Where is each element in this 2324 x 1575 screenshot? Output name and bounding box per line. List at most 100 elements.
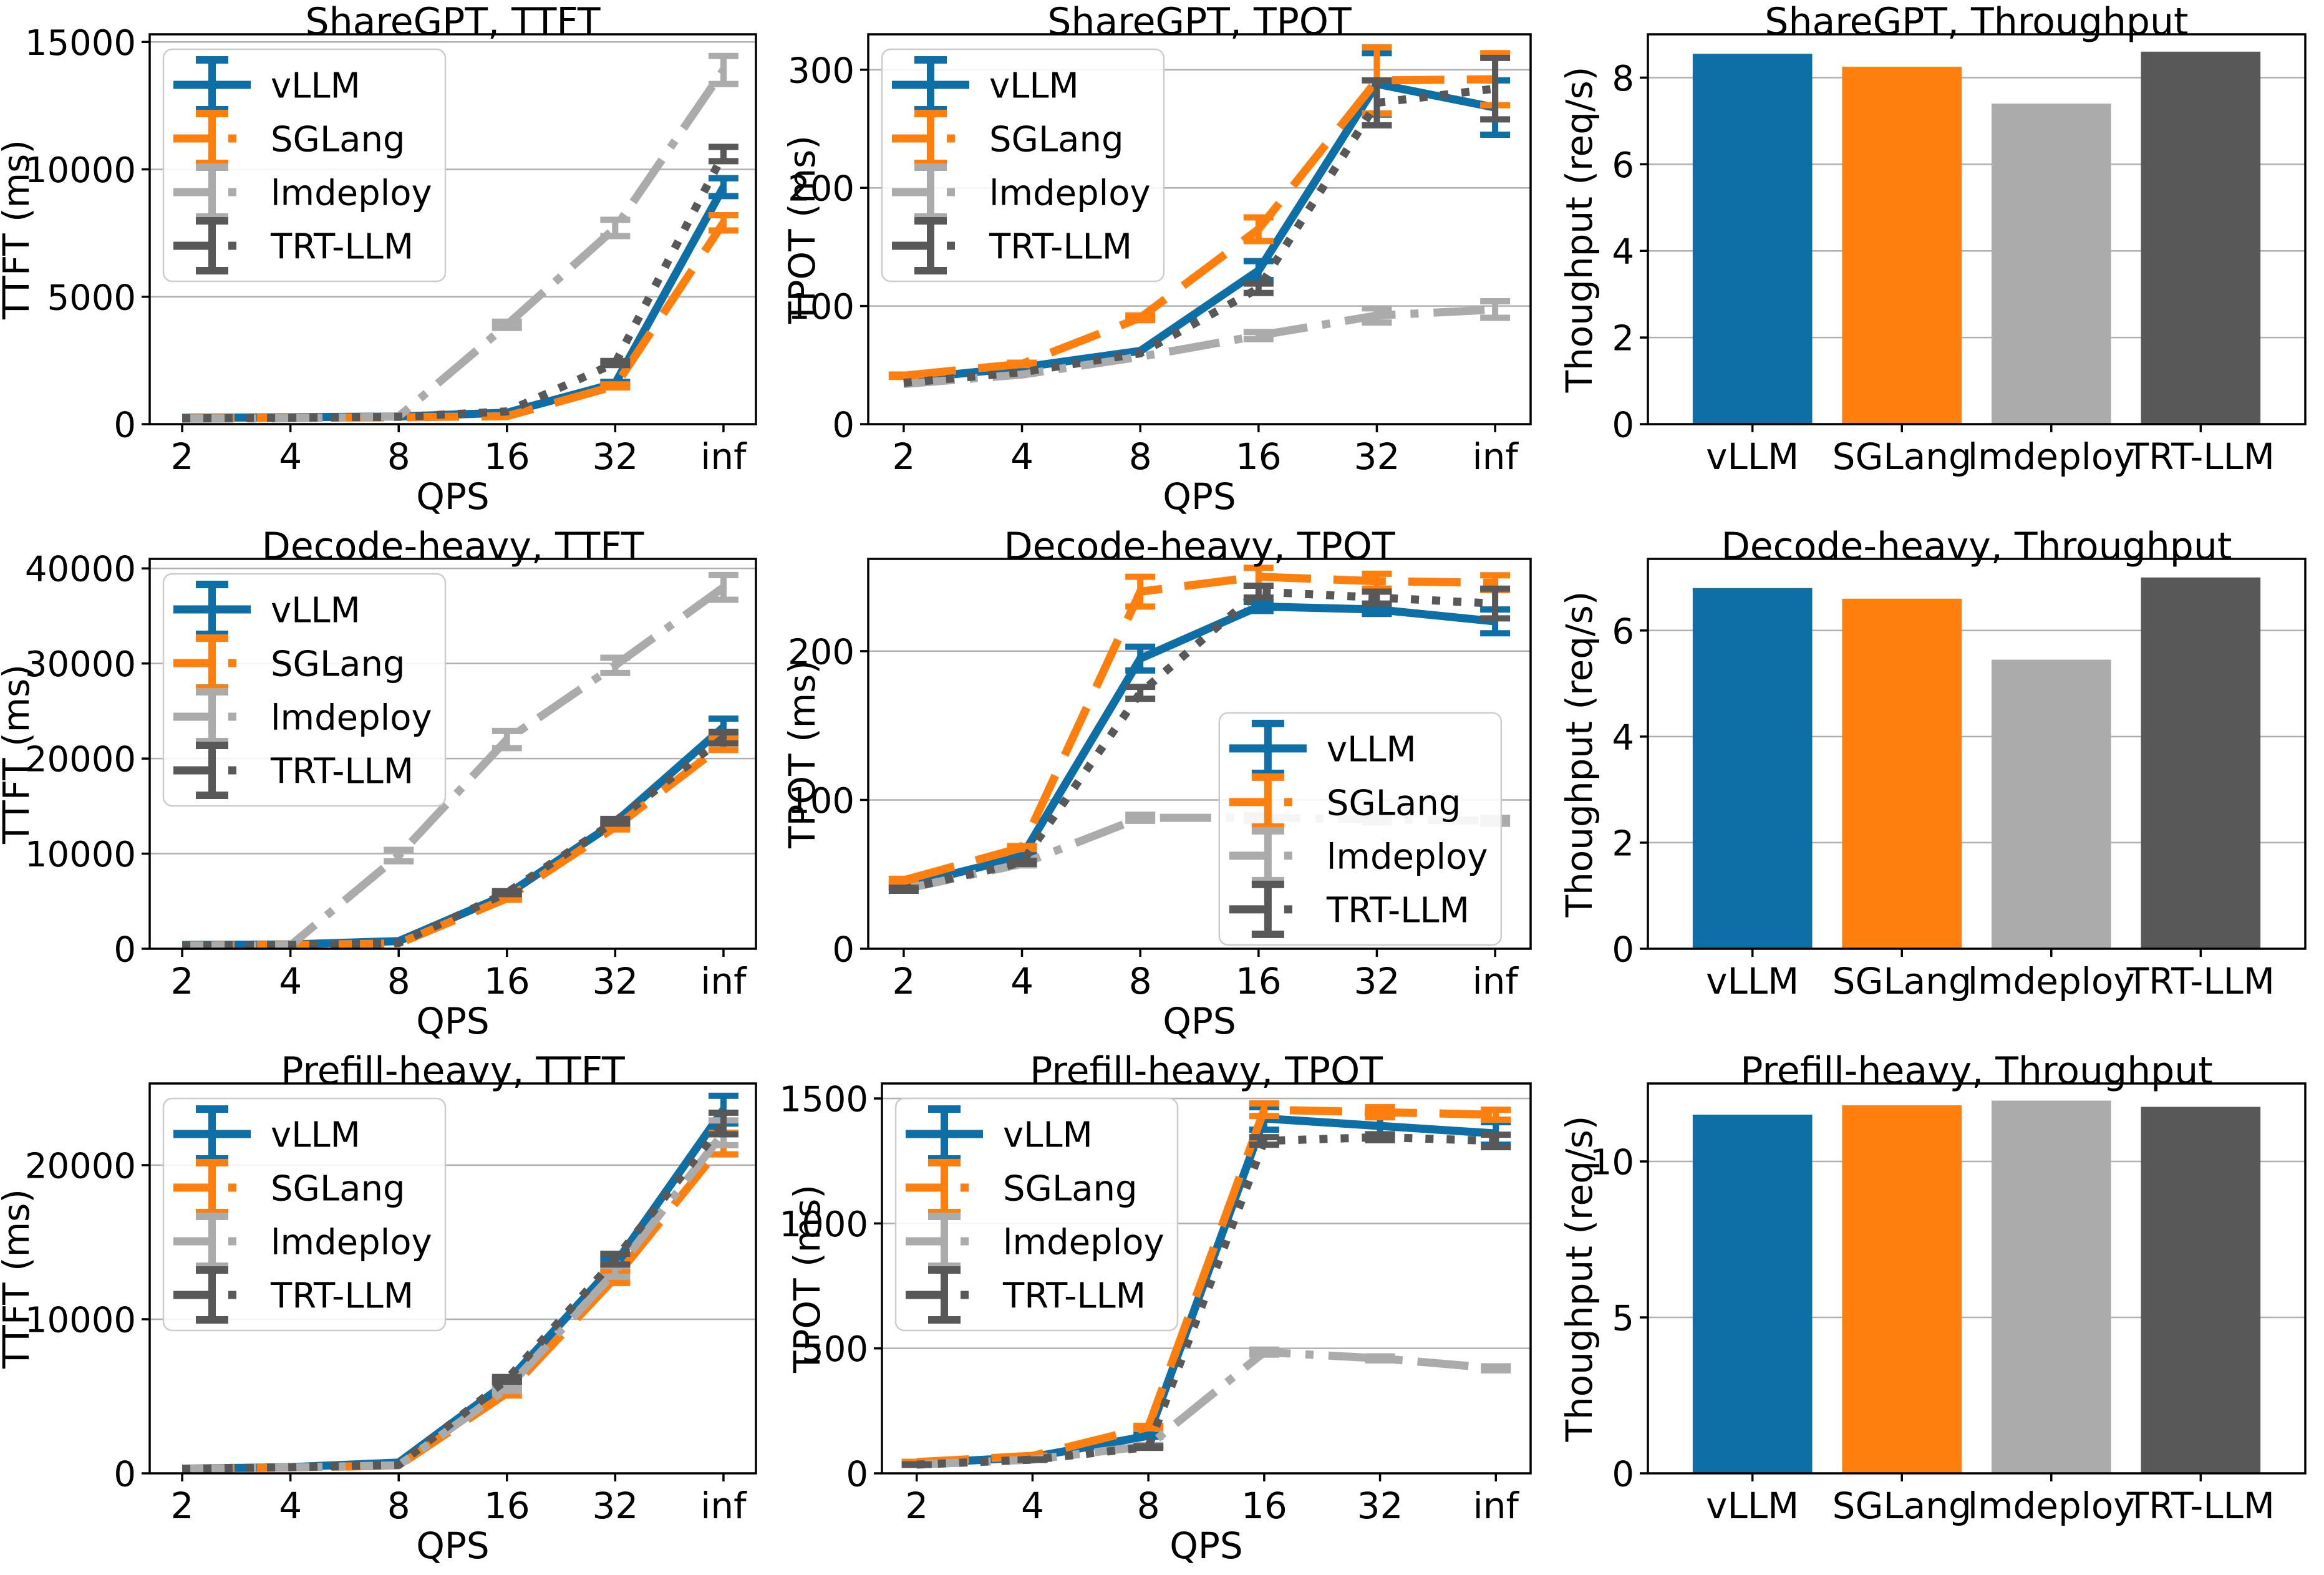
x-tick-label: 16: [1236, 435, 1282, 478]
error-bar-SGLang: [708, 212, 738, 234]
y-tick-label: 20000: [25, 1146, 136, 1186]
x-tick-label: 2: [905, 1485, 928, 1527]
legend-label: vLLM: [271, 591, 361, 631]
plot-canvas: 0 100 200 2 4 8 16 32 inf vLLM SGLang lmdeploy TRT-L…: [788, 558, 1532, 1002]
y-axis-label: Thoughput (req/s): [1558, 66, 1600, 392]
legend-entry-SGLang: SGLang: [892, 110, 1124, 167]
error-bar-SGLang: [1007, 843, 1037, 853]
x-tick-label: TRT-LLM: [2126, 1485, 2275, 1527]
series-line-SGLang: [903, 75, 1496, 380]
x-tick-label: 8: [1137, 1485, 1160, 1527]
error-bar-vLLM: [708, 175, 738, 200]
y-tick-label: 2: [1612, 823, 1634, 864]
legend-label: TRT-LLM: [989, 227, 1132, 268]
error-bar-TRT-LLM: [708, 729, 738, 747]
error-bar-lmdeploy: [1480, 298, 1511, 321]
chart-title: Decode-heavy, TPOT: [1004, 525, 1395, 568]
x-axis-label: QPS: [1163, 475, 1236, 518]
error-bar-SGLang: [600, 381, 631, 391]
x-axis-label: QPS: [416, 1524, 490, 1567]
error-bar-TRT-LLM: [1133, 1443, 1164, 1451]
y-axis-label: TPOT (ms): [781, 659, 823, 848]
y-tick-label: 40000: [25, 550, 136, 590]
legend-entry-vLLM: vLLM: [1229, 719, 1416, 777]
x-tick-label: TRT-LLM: [2126, 960, 2275, 1002]
y-tick-label: 20000: [25, 740, 136, 780]
y-tick-label: 10: [1590, 1143, 1634, 1183]
bar-vLLM: [1692, 1115, 1813, 1473]
x-tick-label: 8: [387, 1485, 410, 1527]
x-axis-label: QPS: [1163, 1000, 1236, 1042]
error-bar-SGLang: [1365, 1104, 1395, 1121]
error-bar-TRT-LLM: [1249, 1134, 1279, 1148]
x-tick-label: 8: [387, 960, 410, 1002]
bar-vLLM: [1692, 588, 1813, 949]
legend-label: vLLM: [271, 1115, 361, 1156]
chart-title: Decode-heavy, TTFT: [261, 525, 644, 568]
x-tick-label: lmdeploy: [1968, 960, 2135, 1002]
error-bar-lmdeploy: [1362, 305, 1392, 326]
error-bar-lmdeploy: [491, 727, 522, 752]
y-tick-label: 0: [114, 930, 136, 971]
axes: 0 500 1000 1500 2 4 8 16 32 inf: [779, 1080, 1532, 1527]
series-group: [888, 44, 1511, 389]
error-bar-lmdeploy: [600, 216, 631, 240]
legend-entry-lmdeploy: lmdeploy: [1229, 826, 1488, 884]
x-tick-label: SGLang: [1833, 960, 1972, 1002]
series-line-SGLang: [903, 573, 1496, 884]
legend-entry-vLLM: vLLM: [906, 1105, 1093, 1163]
subplot-decode-heavy-throughput: 0 2 4 6 vLLM SGLang lmdeploy TRT-LLM Decode-hea…: [1549, 525, 2324, 1049]
x-tick-label: 32: [592, 435, 638, 478]
series-line-TRT-LLM: [182, 152, 727, 423]
error-bar-lmdeploy: [1243, 329, 1274, 342]
subplot-prefill-heavy-throughput: 0 5 10 vLLM SGLang lmdeploy TRT-LLM Prefill-he…: [1549, 1049, 2324, 1574]
y-tick-label: 4: [1612, 232, 1634, 273]
y-axis-label: TTFT (ms): [0, 1188, 37, 1369]
error-bar-SGLang: [1481, 1107, 1511, 1123]
error-bar-TRT-LLM: [1125, 684, 1156, 702]
legend: vLLM SGLang lmdeploy TRT-LLM: [162, 573, 447, 807]
chart-title: Prefill-heavy, TTFT: [281, 1049, 625, 1093]
x-tick-label: 4: [1021, 1485, 1044, 1527]
legend-label: SGLang: [1327, 783, 1461, 823]
y-tick-label: 10000: [25, 150, 136, 191]
x-axis-label: QPS: [1169, 1524, 1243, 1567]
x-tick-label: 32: [1354, 960, 1400, 1002]
x-tick-label: 4: [279, 960, 302, 1002]
error-bar-TRT-LLM: [491, 1374, 522, 1385]
legend-label: SGLang: [271, 120, 405, 160]
legend-label: TRT-LLM: [270, 1276, 414, 1317]
legend: vLLM SGLang lmdeploy TRT-LLM: [162, 48, 447, 283]
error-bar-lmdeploy: [1481, 1363, 1511, 1374]
y-tick-label: 15000: [25, 23, 136, 64]
plot-canvas: 0 10000 20000 30000 40000 2 4 8 16 32 inf vLLM SGLan…: [25, 550, 757, 1002]
y-tick-label: 500: [801, 1329, 868, 1370]
legend-entry-lmdeploy: lmdeploy: [892, 163, 1151, 221]
y-axis-label: TPOT (ms): [781, 135, 823, 324]
plot-canvas: 0 100 200 300 2 4 8 16 32 inf vLLM SGLang lmdeploy TR…: [788, 33, 1532, 478]
x-tick-label: 4: [1010, 435, 1034, 478]
legend-entry-lmdeploy: lmdeploy: [173, 688, 432, 745]
series-group: [182, 1092, 738, 1473]
x-tick-label: 2: [171, 1485, 194, 1527]
y-axis-label: Thoughput (req/s): [1558, 1115, 1600, 1442]
legend-label: lmdeploy: [271, 173, 432, 214]
x-tick-label: 2: [171, 960, 194, 1002]
plot-frame: [1647, 33, 2307, 425]
error-bar-lmdeploy: [1365, 1353, 1395, 1364]
plot-frame: [881, 1082, 1532, 1475]
axes: 0 100 200 2 4 8 16 32 inf: [788, 558, 1532, 1002]
error-bar-SGLang: [1243, 214, 1274, 245]
error-bar-SGLang: [888, 875, 919, 885]
x-tick-label: 2: [892, 960, 915, 1002]
x-tick-label: TRT-LLM: [2126, 435, 2275, 478]
error-bar-TRT-LLM: [708, 1109, 738, 1138]
legend-label: lmdeploy: [271, 698, 432, 739]
y-tick-label: 2: [1612, 319, 1634, 359]
legend-entry-lmdeploy: lmdeploy: [173, 163, 432, 221]
error-bar-lmdeploy: [491, 318, 522, 331]
bar-lmdeploy: [1991, 659, 2111, 949]
error-bar-TRT-LLM: [1362, 77, 1392, 128]
